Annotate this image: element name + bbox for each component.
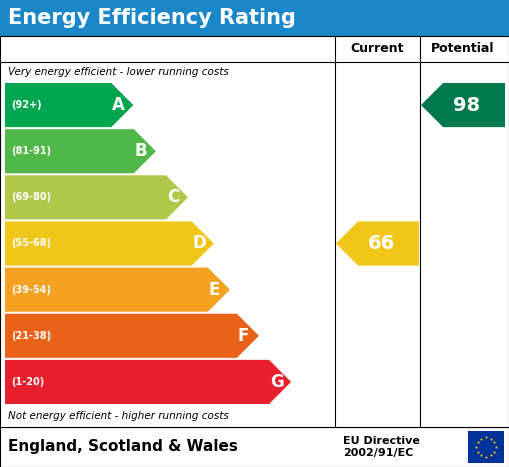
Text: Not energy efficient - higher running costs: Not energy efficient - higher running co… [8, 411, 229, 421]
Text: (55-68): (55-68) [11, 239, 51, 248]
Text: England, Scotland & Wales: England, Scotland & Wales [8, 439, 238, 454]
Polygon shape [5, 129, 156, 173]
Polygon shape [336, 221, 419, 266]
Text: (81-91): (81-91) [11, 146, 51, 156]
Text: (1-20): (1-20) [11, 377, 44, 387]
Bar [0, 36, 509, 427]
Text: F: F [238, 327, 249, 345]
Text: A: A [112, 96, 125, 114]
Text: D: D [193, 234, 207, 253]
Text: B: B [135, 142, 148, 160]
Text: (92+): (92+) [11, 100, 42, 110]
Text: Energy Efficiency Rating: Energy Efficiency Rating [8, 8, 296, 28]
Text: 2002/91/EC: 2002/91/EC [343, 448, 413, 458]
Polygon shape [5, 360, 291, 404]
Text: G: G [270, 373, 284, 391]
Text: Potential: Potential [431, 42, 495, 56]
Text: C: C [167, 188, 179, 206]
Text: EU Directive: EU Directive [343, 436, 420, 446]
Text: (69-80): (69-80) [11, 192, 51, 202]
Polygon shape [5, 83, 133, 127]
Text: (21-38): (21-38) [11, 331, 51, 341]
Polygon shape [5, 314, 259, 358]
Bar [0, 427, 509, 467]
Text: Current: Current [351, 42, 404, 56]
Text: 98: 98 [454, 96, 480, 114]
Polygon shape [421, 83, 505, 127]
Polygon shape [5, 268, 230, 311]
Text: (39-54): (39-54) [11, 285, 51, 295]
Polygon shape [5, 175, 188, 219]
Text: 66: 66 [368, 234, 395, 253]
Bar [468, 431, 504, 463]
Text: Very energy efficient - lower running costs: Very energy efficient - lower running co… [8, 67, 229, 77]
Bar [0, 0, 509, 36]
Text: E: E [209, 281, 220, 298]
Polygon shape [5, 221, 214, 266]
